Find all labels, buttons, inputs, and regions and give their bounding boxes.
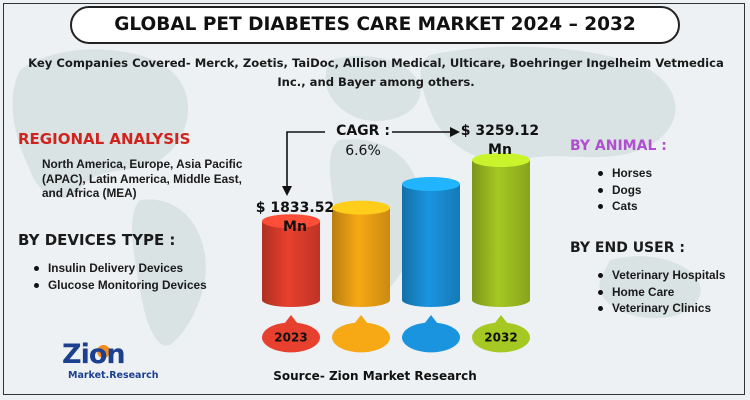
logo-dot-icon <box>97 345 110 358</box>
cagr-arrow-left <box>286 131 325 188</box>
devices-type-heading: BY DEVICES TYPE : <box>18 231 176 249</box>
bar-top-0 <box>262 214 320 229</box>
animal-list-item: Dogs <box>596 183 736 198</box>
end-user-list: Veterinary Hospitals Home Care Veterinar… <box>596 268 746 318</box>
category-label: 2023 <box>274 331 307 345</box>
bar-top-1 <box>332 200 390 215</box>
animal-list-item: Cats <box>596 199 736 214</box>
title-box: GLOBAL PET DIABETES CARE MARKET 2024 – 2… <box>70 6 680 44</box>
year-bubble-0 <box>261 315 320 353</box>
devices-list-item: Glucose Monitoring Devices <box>32 278 232 293</box>
by-animal-heading: BY ANIMAL : <box>570 138 667 154</box>
zion-logo: Zion Market.Research <box>62 339 159 392</box>
source-text: Source- Zion Market Research <box>273 369 477 383</box>
cagr-arrows <box>282 127 460 196</box>
by-end-user-heading: BY END USER : <box>570 240 685 256</box>
devices-list: Insulin Delivery Devices Glucose Monitor… <box>32 261 232 294</box>
bar-top-2 <box>402 177 460 192</box>
animal-list: Horses Dogs Cats <box>596 166 736 216</box>
bar-1 <box>332 207 390 307</box>
arrow-head-right-icon <box>450 127 460 137</box>
end-user-list-item: Veterinary Clinics <box>596 301 746 316</box>
logo-wordmark: Zion <box>62 339 126 370</box>
bar-0 <box>262 221 320 307</box>
page-title: GLOBAL PET DIABETES CARE MARKET 2024 – 2… <box>114 14 636 35</box>
animal-list-item: Horses <box>596 166 736 181</box>
frame-border <box>3 3 745 395</box>
end-value-amount: $ 3259.12 <box>460 123 540 139</box>
regional-analysis-heading: REGIONAL ANALYSIS <box>18 130 191 148</box>
companies-covered: Key Companies Covered- Merck, Zoetis, Ta… <box>28 56 724 89</box>
end-value-label: $ 3259.12 Mn <box>455 122 545 160</box>
cagr-label: CAGR : <box>336 123 390 139</box>
category-label: 2032 <box>484 331 517 345</box>
bar-top-3 <box>472 153 530 167</box>
bar-2 <box>402 184 460 307</box>
year-bubble-3 <box>471 315 530 353</box>
start-value-unit: Mn <box>283 219 307 235</box>
arrow-head-left-icon <box>282 186 292 196</box>
year-bubble-2 <box>401 315 460 353</box>
start-value-amount: $ 1833.52 <box>255 200 335 216</box>
end-user-list-item: Veterinary Hospitals <box>596 268 746 283</box>
bar-3 <box>472 160 530 307</box>
year-bubble-1 <box>331 315 390 353</box>
cagr-value: 6.6% <box>345 143 381 159</box>
regional-analysis-text: North America, Europe, Asia Pacific (APA… <box>42 157 243 200</box>
logo-tagline: Market.Research <box>68 370 159 381</box>
devices-list-item: Insulin Delivery Devices <box>32 261 232 276</box>
end-user-list-item: Home Care <box>596 285 746 300</box>
end-value-unit: Mn <box>488 142 512 158</box>
start-value-label: $ 1833.52 Mn <box>250 199 340 237</box>
